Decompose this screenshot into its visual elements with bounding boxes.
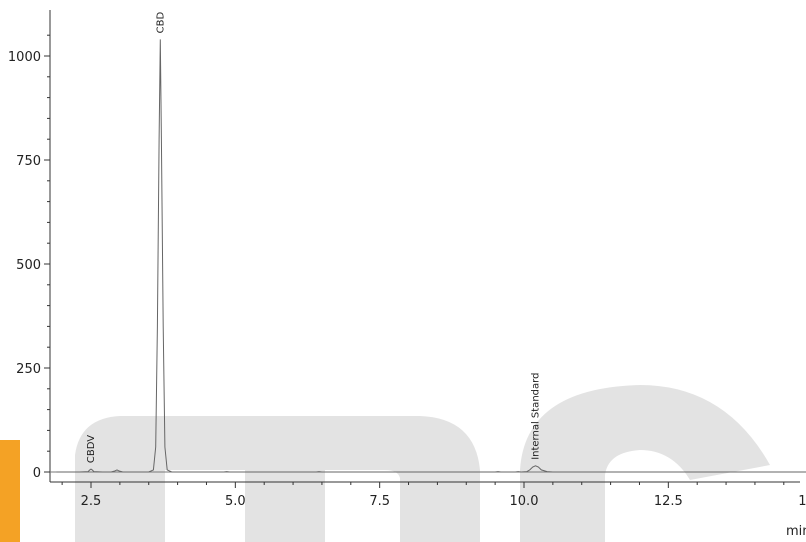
watermark-letter-m bbox=[75, 416, 480, 542]
watermark-logo bbox=[0, 385, 770, 542]
peak-label: CBDV bbox=[86, 435, 97, 463]
peak-label: CBD bbox=[155, 12, 166, 34]
x-tick-label: 15.0 bbox=[798, 494, 806, 509]
x-tick-label: 5.0 bbox=[225, 494, 246, 509]
chromatogram-trace bbox=[56, 39, 806, 473]
y-tick-label: 750 bbox=[16, 154, 41, 169]
x-axis-unit-label: min bbox=[786, 524, 806, 539]
x-axis-ticks: 2.5 5.0 7.5 10.0 12.5 15.0 bbox=[61, 482, 806, 509]
y-tick-label: 250 bbox=[16, 362, 41, 377]
y-tick-label: 1000 bbox=[8, 50, 41, 65]
x-tick-label: 2.5 bbox=[81, 494, 102, 509]
peak-label: Internal Standard bbox=[531, 373, 542, 460]
watermark-orange-bar bbox=[0, 440, 20, 542]
watermark-letter-c bbox=[520, 385, 770, 542]
y-tick-label: 0 bbox=[33, 466, 41, 481]
peak-labels: CBDV CBD Internal Standard bbox=[86, 12, 542, 464]
x-tick-label: 10.0 bbox=[510, 494, 539, 509]
y-axis-ticks: 0 250 500 750 1000 bbox=[8, 34, 50, 481]
x-tick-label: 7.5 bbox=[369, 494, 390, 509]
x-tick-label: 12.5 bbox=[654, 494, 683, 509]
y-tick-label: 500 bbox=[16, 258, 41, 273]
